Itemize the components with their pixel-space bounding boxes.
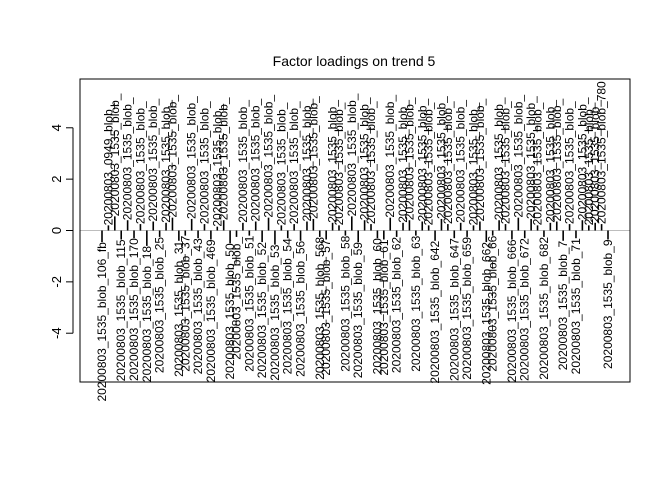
loading-label: 20200803_1535_blob_642 (428, 240, 442, 383)
loading-label: 20200803_1535_blob_ (358, 97, 372, 220)
loading-label: 20200803_1535_blob_ (133, 101, 147, 224)
loading-label: 20200803_1535_blob_106_fb (95, 242, 109, 402)
y-tick-label: -2 (49, 276, 64, 288)
loading-label: 20200803_1535_blob_ (159, 100, 173, 223)
loading-label: 20200803_1535_blob_57 (319, 239, 333, 375)
loading-label: 20200803_1535_blob_ (396, 100, 410, 223)
loading-label: 20200803_1535_blob_ (582, 102, 596, 225)
loading-label: 20200803_1535_blob_647 (447, 238, 461, 381)
loading-label: 20200803_1535_blob_568 (313, 237, 327, 380)
loading-label: 20200803_1535_blob_ (499, 101, 513, 224)
loading-label: 20200803_1535_blob_ (262, 95, 276, 218)
loading-label: 20200803_1535_blob_170 (127, 238, 141, 381)
loading-label: 20200803_1535_blob_ (563, 101, 577, 224)
loading-label: 20200803_1535_blob_61 (377, 239, 391, 375)
loading-label: 20200803_1535_blob_66 (486, 235, 500, 371)
loading-label: 20200803_1535_blob_ (345, 93, 359, 216)
loading-label: 20200803_1535_blob_25 (153, 237, 167, 373)
loading-label: 20200803_1535_blob_672 (518, 238, 532, 381)
y-tick-label: 0 (49, 227, 64, 234)
loading-label: 20200803_1535_blob_ (492, 97, 506, 220)
loading-label: 20200803_1535_blob_780 (595, 81, 609, 224)
loading-label: 20200803_1535_blob_ (575, 97, 589, 220)
loading-label: 20200803_1535_blob_ (300, 98, 314, 221)
loading-label: 20200803_1535_blob_ (197, 101, 211, 224)
loading-label: 20200803_1535_blob_58 (338, 235, 352, 371)
loading-label: 20200803_1535_blob_666 (505, 239, 519, 382)
loading-label: 20200803_1535_blob_ (402, 97, 416, 220)
loading-label: 20200803_1535_blob_ (454, 100, 468, 223)
loading-label: 20200803_1535_blob_ (230, 237, 244, 360)
loading-label: 20200803_1535_blob_ (441, 101, 455, 224)
loading-label: 20200803_1535_blob_ (531, 102, 545, 225)
loading-label: 20200803_1535_blob_662 (479, 242, 493, 385)
loading-label: 20200803_1535_blob_31 (172, 240, 186, 376)
loading-label: 20200803_1535_blob_50 (223, 243, 237, 379)
loading-label: 20200803_1535_blob_ (511, 95, 525, 218)
loading-label: 20200803_1535_blob_469 (204, 239, 218, 382)
loading-label: 20200803_1535_blob_52 (255, 242, 269, 378)
loading-label: 20200803_1535_blob_ (383, 95, 397, 218)
loading-label: 20200803_1535_blob_682 (537, 237, 551, 380)
loading-label: 20200803_1535_blob_ (588, 100, 602, 223)
loading-label: 20200803_1535_blob_60 (370, 238, 384, 374)
loading-label: 20200803_1535_blob_ (165, 95, 179, 218)
loading-label: 20200803_1535_blob_63 (409, 235, 423, 371)
loading-label: 20200803_1535_blob_ (543, 100, 557, 223)
loading-label: 20200803_1535_blob_ (274, 102, 288, 225)
loading-label: 20200803_1535_blob_ (236, 100, 250, 223)
y-axis: -4 -2 0 2 4 (49, 124, 74, 339)
loading-label: 20200803_1535_blob_ (210, 104, 224, 227)
loading-label: 20200803_1535_blob_ (121, 97, 135, 220)
loading-label: 20200803_1535_blob_62 (390, 237, 404, 373)
y-tick-label: 4 (49, 124, 64, 131)
loading-label: 20200803_1535_blob_ (422, 102, 436, 225)
loading-label: 20200803_1535_blob_ (434, 96, 448, 219)
loading-label: 20200803_1535_blob_ (146, 98, 160, 221)
loading-label: 20200803_1535_blob_659 (460, 237, 474, 380)
loading-label: 20200803_1535_blob_ (217, 97, 231, 220)
y-tick-label: 2 (49, 176, 64, 183)
loading-label: 20200803_1535_blob_ (249, 98, 263, 221)
loading-label: 20200803_1535_blob_ (306, 96, 320, 219)
loading-label: 20200803_1535_blob_59 (351, 242, 365, 378)
loading-label: 20200803_1535_blob_51 (242, 235, 256, 371)
loading-label: 20200803_1535_blob_ (473, 98, 487, 221)
loading-label: 20200803_1535_blob_ (524, 96, 538, 219)
loading-label: 20200803_1535_blob_ (287, 101, 301, 224)
loading-label: 20200803_1535_blob_9 (601, 239, 615, 369)
loading-label: 20200803_1535_blob_ (415, 98, 429, 221)
loading-label: 20200803_1535_blob_53 (268, 244, 282, 380)
loading-label: 20200803_1535_blob_ (364, 101, 378, 224)
chart-marks: 20200803_1535_blob_106_fb 20200803_0949_b… (80, 81, 630, 402)
loading-label: 20200803_1535_blob_54 (281, 238, 295, 374)
loading-label: 20200803_1535_blob_43 (191, 238, 205, 374)
loading-label: 20200803_1535_blob_ (332, 102, 346, 225)
loading-label: 20200803_1535_blob_18 (140, 246, 154, 382)
chart-title: Factor loadings on trend 5 (273, 53, 436, 69)
loading-label: 20200803_1535_blob_ (108, 93, 122, 216)
loading-label: 20200803_1535_blob_56 (294, 240, 308, 376)
loading-label: 20200803_1535_blob_115 (114, 239, 128, 381)
loading-label: 20200803_1535_blob_ (550, 98, 564, 221)
loading-label: 20200803_0949_blob_ (101, 102, 115, 225)
loading-label: 20200803_1535_blob_7 (556, 240, 570, 370)
y-tick-label: -4 (49, 327, 64, 339)
plot-frame (79, 78, 631, 383)
loading-label: 20200803_1535_blob_ (185, 96, 199, 219)
loading-label: 20200803_1535_blob_ (466, 102, 480, 225)
loading-label: 20200803_1535_blob_37 (178, 235, 192, 371)
loading-label: 20200803_1535_blob_ (326, 100, 340, 223)
loading-label: 20200803_1535_blob_71 (569, 238, 583, 374)
